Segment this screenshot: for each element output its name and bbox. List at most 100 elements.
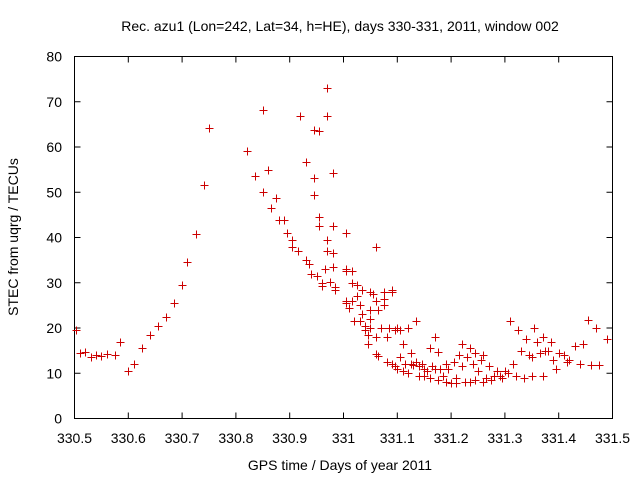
axis-ticks: 330.5 330.6 330.7 330.8 330.9 331 331.1 331.2 33… <box>46 49 630 447</box>
data-point <box>592 324 601 333</box>
data-point <box>522 335 531 344</box>
data-point <box>348 297 357 306</box>
data-point <box>436 365 445 374</box>
x-tick-label: 330.6 <box>111 430 146 446</box>
data-point <box>426 374 435 383</box>
data-point <box>87 353 96 362</box>
data-point <box>544 347 553 356</box>
x-tick-label: 330.7 <box>165 430 200 446</box>
data-point <box>536 349 545 358</box>
y-tick-label: 70 <box>46 94 62 110</box>
data-point <box>477 356 486 365</box>
data-point <box>259 188 268 197</box>
data-point <box>444 365 453 374</box>
y-tick-label: 0 <box>54 411 62 427</box>
data-point <box>146 331 155 340</box>
data-point <box>442 360 451 369</box>
data-point <box>251 172 260 181</box>
data-point <box>369 290 378 299</box>
data-point <box>385 324 394 333</box>
data-point <box>407 349 416 358</box>
data-point <box>81 348 90 357</box>
x-axis-label: GPS time / Days of year 2011 <box>248 457 432 473</box>
y-tick-label: 50 <box>46 184 62 200</box>
data-point <box>353 292 362 301</box>
data-point <box>372 350 381 359</box>
data-point <box>358 310 367 319</box>
data-point <box>563 358 572 367</box>
data-point <box>259 106 268 115</box>
data-point <box>348 267 357 276</box>
chart-title: Rec. azu1 (Lon=242, Lat=34, h=HE), days … <box>121 18 559 34</box>
data-point <box>479 351 488 360</box>
x-tick-label: 331.3 <box>487 430 522 446</box>
data-point <box>514 326 523 335</box>
data-point <box>539 372 548 381</box>
data-point <box>283 229 292 238</box>
data-point <box>329 249 338 258</box>
x-tick-label: 331.2 <box>434 430 469 446</box>
data-point <box>288 243 297 252</box>
data-point <box>97 352 106 361</box>
data-point <box>530 324 539 333</box>
data-point <box>383 358 392 367</box>
data-point <box>372 297 381 306</box>
data-point <box>372 333 381 342</box>
data-point <box>130 360 139 369</box>
data-point <box>178 281 187 290</box>
data-point <box>374 306 383 315</box>
data-point <box>528 372 537 381</box>
data-point <box>272 194 281 203</box>
data-point <box>407 360 416 369</box>
data-point <box>560 351 569 360</box>
data-point <box>326 278 335 287</box>
data-point <box>92 351 101 360</box>
data-point <box>364 340 373 349</box>
data-point <box>517 347 526 356</box>
data-point <box>383 333 392 342</box>
data-point <box>348 279 357 288</box>
data-point <box>162 313 171 322</box>
plot-frame <box>74 56 613 419</box>
data-point <box>420 372 429 381</box>
data-point <box>539 333 548 342</box>
data-point <box>331 286 340 295</box>
x-tick-label: 330.5 <box>57 430 92 446</box>
data-point <box>579 340 588 349</box>
data-point <box>404 369 413 378</box>
data-point <box>587 361 596 370</box>
data-point <box>471 376 480 385</box>
data-point <box>154 322 163 331</box>
data-point <box>302 158 311 167</box>
data-point <box>267 204 276 213</box>
x-tick-label: 331.4 <box>541 430 576 446</box>
data-point <box>200 181 209 190</box>
data-point <box>313 272 322 281</box>
data-point <box>584 316 593 325</box>
data-point <box>205 124 214 133</box>
data-point <box>296 112 305 121</box>
data-point <box>452 379 461 388</box>
data-point <box>294 247 303 256</box>
data-point <box>412 317 421 326</box>
x-tick-label: 331.1 <box>380 430 415 446</box>
data-point <box>321 265 330 274</box>
data-points <box>72 84 612 388</box>
data-point <box>512 372 521 381</box>
y-tick-label: 30 <box>46 275 62 291</box>
data-point <box>366 324 375 333</box>
data-point <box>450 358 459 367</box>
data-point <box>595 361 604 370</box>
data-point <box>280 216 289 225</box>
y-tick-label: 10 <box>46 365 62 381</box>
data-point <box>528 353 537 362</box>
data-point <box>423 367 432 376</box>
data-point <box>138 344 147 353</box>
data-point <box>170 299 179 308</box>
data-point <box>547 338 556 347</box>
data-point <box>549 356 558 365</box>
data-point <box>342 229 351 238</box>
data-point <box>442 378 451 387</box>
x-tick-label: 331.5 <box>595 430 630 446</box>
